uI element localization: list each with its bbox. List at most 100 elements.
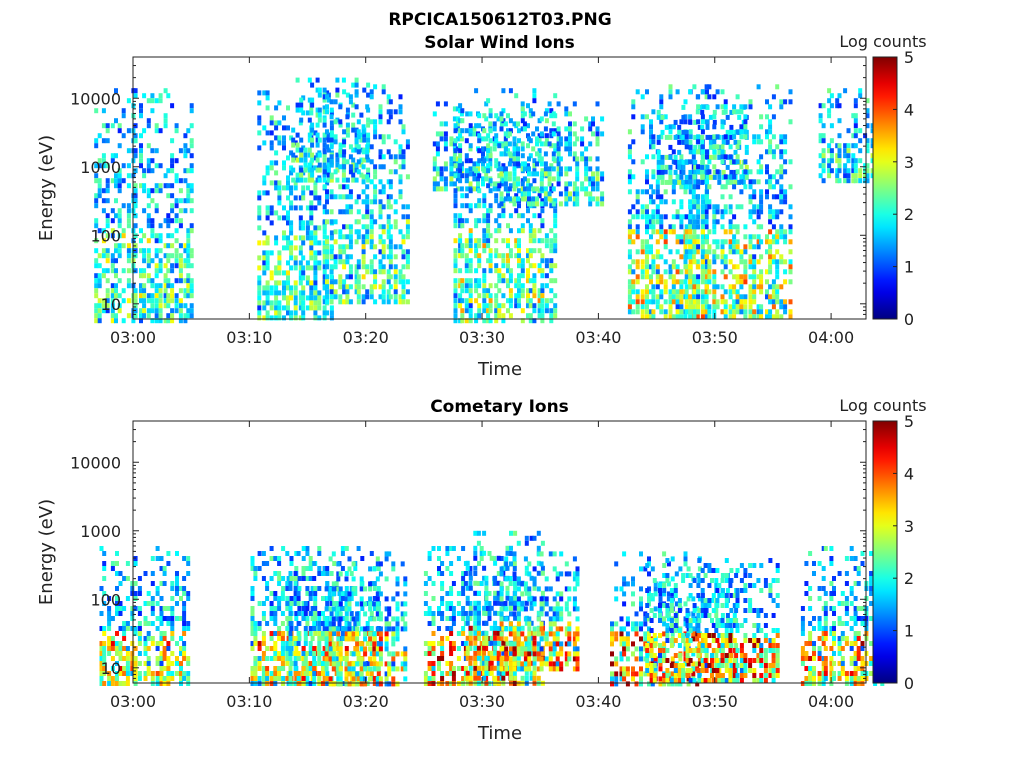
heatmap-cell	[627, 219, 632, 225]
heatmap-cell	[305, 225, 310, 231]
heatmap-cell	[443, 141, 448, 147]
heatmap-cell	[688, 199, 693, 205]
heatmap-cell	[378, 264, 383, 270]
heatmap-cell	[366, 122, 371, 128]
heatmap-cell	[460, 318, 465, 324]
heatmap-cell	[297, 636, 302, 641]
heatmap-cell	[512, 166, 517, 172]
heatmap-cell	[692, 174, 697, 180]
heatmap-cell	[158, 283, 163, 289]
heatmap-cell	[712, 169, 717, 175]
heatmap-cell	[344, 661, 349, 667]
heatmap-cell	[356, 264, 361, 270]
heatmap-cell	[494, 263, 499, 269]
heatmap-cell	[526, 208, 530, 214]
heatmap-cell	[146, 636, 151, 641]
heatmap-cell	[458, 253, 463, 259]
heatmap-cell	[107, 636, 112, 641]
heatmap-cell	[539, 156, 544, 162]
heatmap-cell	[126, 313, 131, 319]
heatmap-cell	[651, 294, 656, 300]
heatmap-cell	[460, 288, 465, 294]
heatmap-cell	[494, 298, 499, 304]
heatmap-cell	[310, 127, 315, 133]
heatmap-cell	[354, 219, 359, 225]
heatmap-cell	[189, 168, 194, 174]
heatmap-cell	[865, 138, 870, 144]
heatmap-cell	[765, 179, 769, 185]
heatmap-cell	[366, 132, 371, 138]
heatmap-cell	[733, 139, 738, 145]
heatmap-cell	[253, 576, 258, 581]
heatmap-cell	[262, 305, 267, 311]
heatmap-cell	[537, 188, 542, 194]
heatmap-cell	[723, 154, 728, 160]
heatmap-cell	[301, 611, 306, 616]
heatmap-cell	[142, 313, 147, 319]
heatmap-cell	[432, 141, 437, 147]
heatmap-cell	[293, 305, 298, 311]
heatmap-cell	[121, 203, 126, 209]
heatmap-cell	[818, 133, 823, 139]
heatmap-cell	[460, 218, 465, 224]
heatmap-cell	[756, 224, 761, 230]
heatmap-cell	[133, 661, 138, 666]
heatmap-cell	[474, 288, 479, 294]
heatmap-cell	[99, 661, 104, 666]
heatmap-cell	[458, 238, 463, 244]
heatmap-cell	[564, 136, 569, 142]
heatmap-cell	[110, 158, 115, 164]
heatmap-cell	[688, 269, 693, 275]
heatmap-cell	[818, 138, 823, 144]
heatmap-cell	[105, 268, 110, 274]
heatmap-cell	[771, 114, 776, 120]
heatmap-cell	[595, 196, 600, 202]
heatmap-cell	[543, 166, 548, 172]
heatmap-cell	[388, 194, 393, 200]
heatmap-cell	[588, 121, 593, 127]
heatmap-cell	[458, 158, 463, 164]
heatmap-cell	[752, 179, 757, 185]
heatmap-cell	[351, 102, 356, 108]
heatmap-cell	[743, 119, 748, 125]
heatmap-cell	[94, 193, 99, 199]
heatmap-cell	[671, 294, 676, 300]
heatmap-cell	[659, 119, 664, 125]
heatmap-cell	[381, 224, 386, 230]
heatmap-cell	[94, 173, 99, 179]
heatmap-cell	[640, 259, 645, 265]
heatmap-cell	[492, 126, 497, 132]
heatmap-cell	[459, 136, 464, 142]
heatmap-cell	[331, 626, 336, 632]
heatmap-cell	[381, 284, 386, 290]
heatmap-cell	[659, 234, 664, 240]
heatmap-cell	[482, 198, 487, 204]
heatmap-cell	[512, 136, 517, 142]
heatmap-cell	[756, 304, 761, 310]
heatmap-cell	[468, 146, 473, 152]
heatmap-cell	[257, 676, 262, 681]
heatmap-cell	[99, 656, 104, 661]
heatmap-cell	[154, 318, 159, 324]
heatmap-cell	[130, 586, 135, 591]
heatmap-cell	[600, 176, 605, 182]
heatmap-cell	[373, 164, 378, 170]
heatmap-cell	[752, 294, 757, 300]
heatmap-cell	[378, 294, 383, 300]
heatmap-cell	[126, 298, 131, 304]
heatmap-cell	[163, 273, 168, 279]
heatmap-cell	[359, 596, 364, 602]
heatmap-cell	[349, 626, 354, 631]
heatmap-cell	[664, 179, 669, 185]
heatmap-cell	[162, 566, 167, 571]
heatmap-cell	[584, 161, 589, 167]
heatmap-cell	[170, 671, 175, 676]
heatmap-cell	[159, 671, 164, 676]
heatmap-cell	[362, 87, 367, 93]
heatmap-cell	[712, 284, 717, 290]
heatmap-cell	[452, 181, 457, 187]
heatmap-cell	[381, 289, 386, 295]
heatmap-cell	[497, 308, 502, 314]
heatmap-cell	[378, 249, 383, 255]
heatmap-cell	[659, 94, 664, 100]
